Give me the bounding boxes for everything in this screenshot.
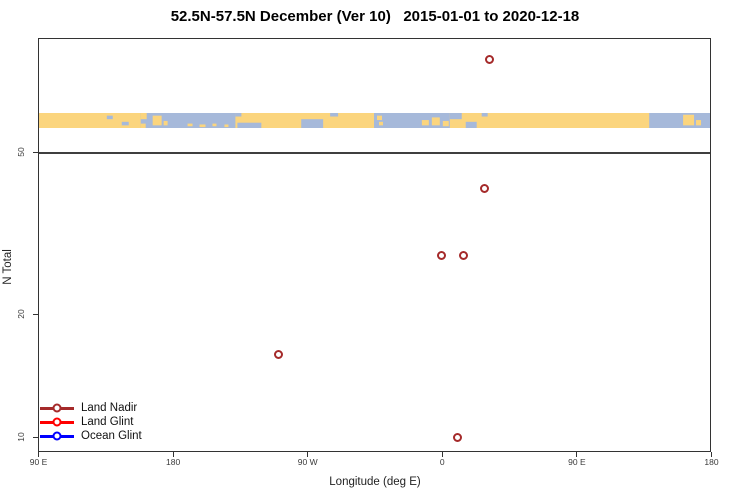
data-point	[453, 433, 463, 443]
x-axis-tick	[38, 452, 39, 457]
data-point	[480, 183, 490, 193]
x-axis-tick-label: 180	[166, 457, 181, 467]
legend-label: Ocean Glint	[81, 430, 142, 442]
y-axis-tick-label: 20	[16, 309, 26, 319]
legend-item: Land Nadir	[40, 401, 142, 415]
x-axis-tick	[576, 452, 578, 457]
y-axis-tick-label: 10	[16, 432, 26, 442]
legend-circle-icon	[52, 431, 62, 441]
legend-item: Land Glint	[40, 415, 142, 429]
data-point	[436, 251, 446, 261]
y-axis-tick	[33, 151, 38, 153]
y-axis-tick	[33, 314, 38, 316]
legend-circle-icon	[52, 403, 62, 413]
y-axis-title: N Total	[2, 249, 14, 285]
legend-item: Ocean Glint	[40, 429, 142, 443]
x-axis-tick	[711, 452, 712, 457]
legend: Land Nadir Land Glint Ocean Glint	[40, 401, 142, 443]
x-axis-tick-label: 90 E	[568, 457, 586, 467]
x-axis-tick-label: 90 W	[297, 457, 318, 467]
data-point	[459, 251, 469, 261]
x-axis-tick-label: 90 E	[29, 457, 48, 467]
legend-circle-icon	[52, 417, 62, 427]
x-axis-tick	[441, 452, 443, 457]
x-axis-tick-label: 0	[439, 457, 445, 467]
y-axis-tick-label: 50	[16, 147, 26, 157]
plot-area: Land Nadir Land Glint Ocean Glint	[38, 38, 711, 452]
legend-line-symbol	[40, 431, 74, 441]
data-point	[273, 350, 283, 360]
x-axis-title: Longitude (deg E)	[329, 476, 421, 488]
chart-title: 52.5N-57.5N December (Ver 10) 2015-01-01…	[170, 8, 580, 25]
legend-label: Land Glint	[81, 416, 134, 428]
x-axis-tick-label: 180	[704, 457, 719, 467]
legend-line-symbol	[40, 403, 74, 413]
legend-label: Land Nadir	[81, 402, 138, 414]
x-axis-tick	[307, 452, 309, 457]
y-axis-tick	[33, 436, 38, 438]
x-axis-tick	[172, 452, 174, 457]
legend-line-symbol	[40, 417, 74, 427]
map-strip	[39, 113, 710, 128]
reference-line-50	[39, 151, 710, 154]
data-point	[484, 54, 494, 64]
